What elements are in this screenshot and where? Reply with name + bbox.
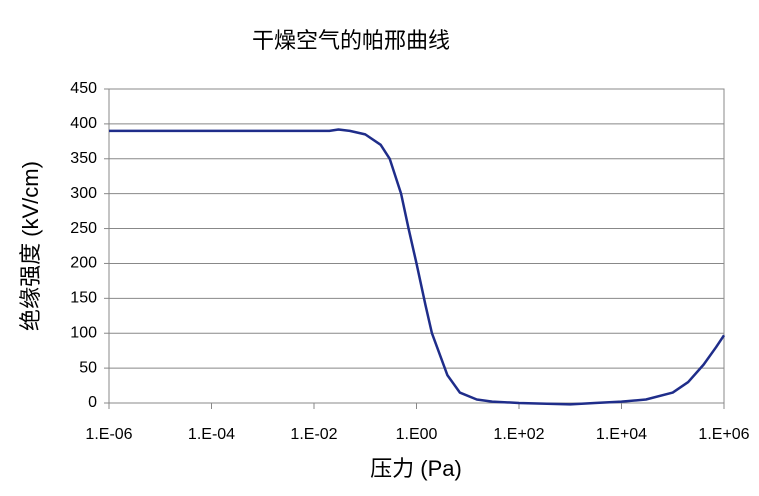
y-tick-label: 200 <box>70 255 97 272</box>
y-tick-label: 250 <box>70 220 97 237</box>
x-tick-label: 1.E-04 <box>188 426 235 443</box>
plot-frame <box>108 88 725 404</box>
data-line <box>109 128 726 406</box>
y-tick-label: 0 <box>88 394 97 411</box>
y-tick-label: 150 <box>70 290 97 307</box>
y-tick-label: 100 <box>70 324 97 341</box>
x-tick-label: 1.E00 <box>396 426 438 443</box>
y-tick-label: 50 <box>79 359 97 376</box>
y-tick-label: 300 <box>70 185 97 202</box>
x-tick-label: 1.E+02 <box>493 426 544 443</box>
y-tick-label: 350 <box>70 150 97 167</box>
x-tick-label: 1.E-02 <box>290 426 337 443</box>
x-axis-title: 压力 (Pa) <box>370 456 462 481</box>
x-tick-label: 1.E+06 <box>698 426 749 443</box>
y-tick-label: 400 <box>70 115 97 132</box>
y-axis-title: 绝缘强度 (kV/cm) <box>18 161 43 331</box>
x-tick-label: 1.E-06 <box>85 426 132 443</box>
y-tick-label: 450 <box>70 80 97 97</box>
chart-title: 干燥空气的帕邢曲线 <box>252 28 450 53</box>
x-tick-label: 1.E+04 <box>596 426 647 443</box>
